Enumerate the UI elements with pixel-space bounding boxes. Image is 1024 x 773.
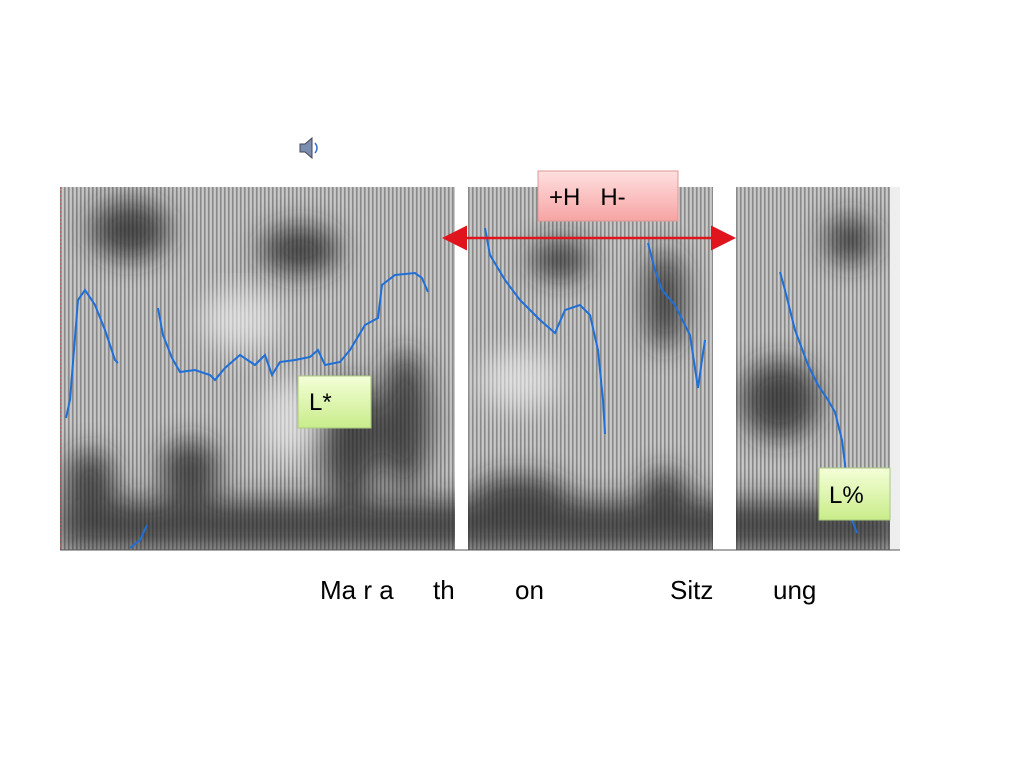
syllable: th (433, 575, 455, 605)
pitch-contour (65, 227, 858, 549)
syllable: ung (773, 575, 816, 605)
word-transcription: Ma r a th on Sitz ung (320, 575, 816, 605)
pitch-accent-box: L* (297, 375, 372, 429)
syllable: Sitz (670, 575, 713, 605)
spectrogram (60, 187, 900, 550)
label: L* (309, 389, 332, 416)
boundary-tone-box: L% (818, 467, 891, 521)
syllable: on (515, 575, 544, 605)
speaker-icon[interactable] (299, 136, 318, 160)
label: +H H- (549, 184, 626, 211)
label: L% (829, 482, 864, 509)
phrase-accent-box: +H H- (537, 170, 679, 222)
syllable: Ma r a (320, 575, 394, 605)
